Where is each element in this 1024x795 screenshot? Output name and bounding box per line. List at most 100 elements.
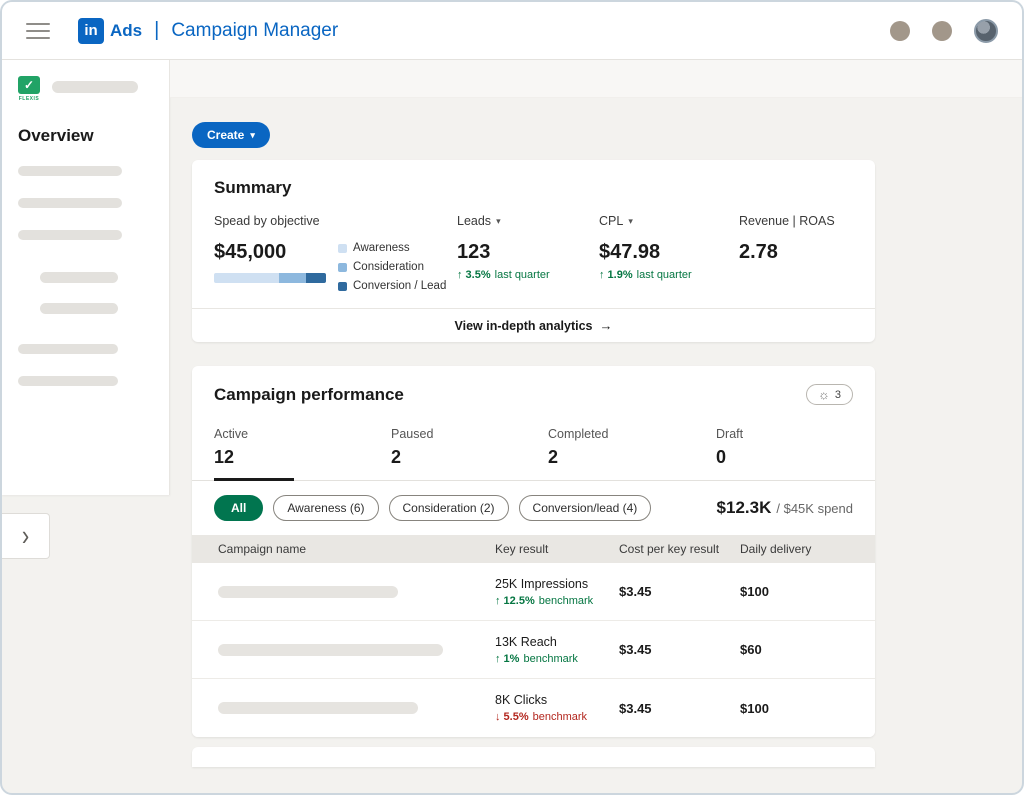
bar-segment-awareness: [214, 273, 279, 283]
legend-item: Conversion / Lead: [338, 277, 446, 296]
legend-label: Conversion / Lead: [353, 280, 447, 292]
menu-icon[interactable]: [26, 22, 50, 39]
create-button[interactable]: Create ▾: [192, 122, 270, 148]
filter-consideration[interactable]: Consideration (2): [388, 495, 509, 521]
cpl-sort-header[interactable]: CPL ▾: [599, 214, 739, 228]
benchmark: ↑ 1% benchmark: [495, 653, 619, 665]
trend-up-icon: ↑ 12.5%: [495, 594, 535, 607]
cost-per-key-result: $3.45: [619, 584, 652, 599]
trend-down-icon: ↓ 5.5%: [495, 711, 529, 723]
skeleton-bar: [18, 166, 122, 176]
spend-by-objective-header: Spead by objective: [214, 214, 320, 228]
arrow-right-icon: →: [599, 318, 613, 333]
legend-swatch: [338, 282, 347, 291]
trend-up-icon: ↑ 1%: [495, 652, 520, 665]
tab-draft[interactable]: Draft 0: [716, 427, 853, 480]
linkedin-logo[interactable]: in: [78, 17, 104, 44]
column-campaign-name: Campaign name: [218, 542, 307, 556]
tab-paused[interactable]: Paused 2: [391, 427, 548, 480]
create-label: Create: [207, 128, 245, 142]
page-title: Campaign Manager: [171, 19, 339, 41]
campaign-row[interactable]: 25K Impressions ↑ 12.5% benchmark $3.45 …: [192, 563, 875, 621]
tab-completed[interactable]: Completed 2: [548, 427, 716, 480]
key-result: 8K Clicks: [495, 693, 548, 707]
leads-sort-header[interactable]: Leads ▾: [457, 214, 599, 228]
revenue-value: 2.78: [739, 241, 778, 263]
campaign-row[interactable]: 8K Clicks ↓ 5.5% benchmark $3.45 $100: [192, 679, 875, 737]
sun-icon: ☼: [817, 387, 830, 402]
avatar[interactable]: [932, 20, 952, 41]
profile-avatar[interactable]: [974, 18, 998, 43]
delta-value: ↑ 1.9%: [599, 269, 633, 281]
benchmark-label: benchmark: [523, 652, 578, 665]
skeleton-bar: [218, 702, 418, 714]
sort-caret-icon: ▾: [628, 215, 633, 226]
sort-caret-icon: ▾: [496, 215, 501, 226]
legend-swatch: [338, 244, 347, 253]
chevron-right-icon: ›: [21, 519, 30, 552]
benchmark-label: benchmark: [538, 594, 594, 607]
sidebar: ✓ FLEXIS Overview ›: [2, 60, 170, 559]
view-analytics-link[interactable]: View in-depth analytics →: [192, 308, 875, 342]
campaign-row[interactable]: 13K Reach ↑ 1% benchmark $3.45 $60: [192, 621, 875, 679]
avatar[interactable]: [890, 20, 910, 41]
campaign-performance-title: Campaign performance: [214, 384, 404, 404]
flexis-logo: ✓ FLEXIS: [18, 76, 40, 102]
leads-header-label: Leads: [457, 214, 492, 228]
status-tabs: Active 12 Paused 2 Completed 2 Draft: [192, 427, 875, 481]
benchmark-label: benchmark: [532, 711, 588, 723]
cpl-header-label: CPL: [599, 214, 624, 228]
legend-item: Awareness: [338, 239, 446, 258]
legend-item: Consideration: [338, 258, 446, 277]
revenue-roas-header: Revenue | ROAS: [739, 214, 835, 228]
campaign-performance-card: Campaign performance ☼ 3 Active 12 Pause…: [192, 366, 875, 737]
skeleton-bar: [18, 376, 118, 386]
sidebar-item-overview[interactable]: Overview: [18, 126, 94, 145]
objective-legend: Awareness Consideration Co: [338, 239, 446, 296]
cpl-value: $47.98: [599, 241, 661, 263]
sidebar-panel: ✓ FLEXIS Overview: [2, 60, 170, 495]
cost-per-key-result: $3.45: [619, 700, 652, 716]
column-key-result: Key result: [495, 542, 549, 556]
bar-segment-conversion: [305, 273, 326, 283]
spend-total: / $45K spend: [776, 501, 853, 516]
tab-count: 2: [548, 447, 559, 467]
filter-all[interactable]: All: [214, 495, 264, 521]
chevron-down-icon: ▾: [250, 129, 255, 140]
skeleton-bar: [218, 643, 443, 656]
next-card-peek: [192, 747, 875, 767]
tab-count: 12: [214, 447, 235, 467]
sidebar-expand-button[interactable]: ›: [2, 513, 50, 559]
tab-count: 0: [716, 447, 727, 467]
content-header-strip: [170, 60, 1022, 98]
insights-button[interactable]: ☼ 3: [805, 384, 853, 405]
skeleton-bar: [52, 81, 138, 93]
spend-value: $45,000: [214, 241, 287, 263]
key-result: 25K Impressions: [495, 576, 589, 591]
leads-value: 123: [457, 241, 491, 263]
tab-active[interactable]: Active 12: [214, 427, 391, 481]
spend-current: $12.3K: [716, 498, 772, 517]
benchmark: ↓ 5.5% benchmark: [495, 711, 619, 723]
summary-card: Summary Spead by objective $45,000: [192, 160, 875, 342]
delta-value: ↑ 3.5%: [457, 269, 491, 281]
cost-per-key-result: $3.45: [619, 642, 652, 657]
filter-conversion-lead[interactable]: Conversion/lead (4): [518, 495, 652, 521]
column-daily-delivery: Daily delivery: [740, 542, 812, 556]
skeleton-bar: [18, 344, 118, 354]
objective-filters: All Awareness (6) Consideration (2) Conv…: [192, 481, 875, 535]
skeleton-bar: [40, 303, 118, 314]
brand: in Ads | Campaign Manager: [78, 17, 339, 44]
brand-separator: |: [154, 19, 160, 41]
key-result: 13K Reach: [495, 634, 557, 649]
tab-label: Draft: [716, 427, 744, 441]
bar-segment-consideration: [278, 273, 306, 283]
tab-count: 2: [391, 447, 402, 467]
tab-label: Active: [214, 427, 249, 441]
table-header: Campaign name Key result Cost per key re…: [192, 535, 875, 563]
daily-delivery: $60: [740, 642, 762, 657]
tab-label: Paused: [391, 427, 434, 441]
tab-label: Completed: [548, 427, 609, 441]
filter-awareness[interactable]: Awareness (6): [273, 495, 379, 521]
